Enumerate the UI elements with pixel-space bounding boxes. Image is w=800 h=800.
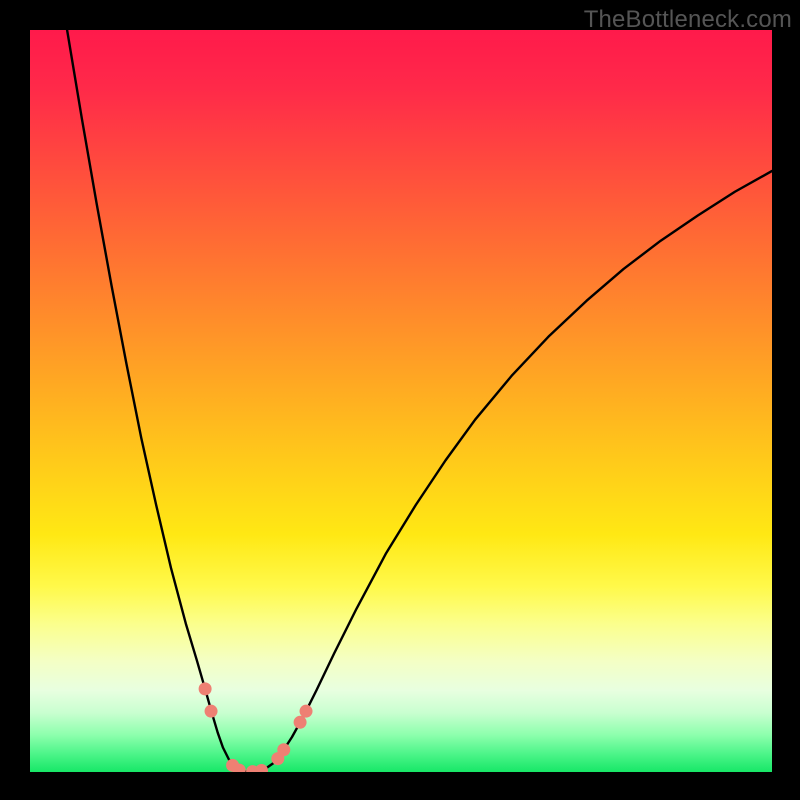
plot-area bbox=[30, 30, 772, 772]
plot-svg bbox=[30, 30, 772, 772]
chart-stage: TheBottleneck.com bbox=[0, 0, 800, 800]
curve-marker bbox=[294, 716, 307, 729]
curve-marker bbox=[199, 682, 212, 695]
plot-background bbox=[30, 30, 772, 772]
curve-marker bbox=[300, 705, 313, 718]
curve-marker bbox=[277, 743, 290, 756]
curve-marker bbox=[205, 705, 218, 718]
